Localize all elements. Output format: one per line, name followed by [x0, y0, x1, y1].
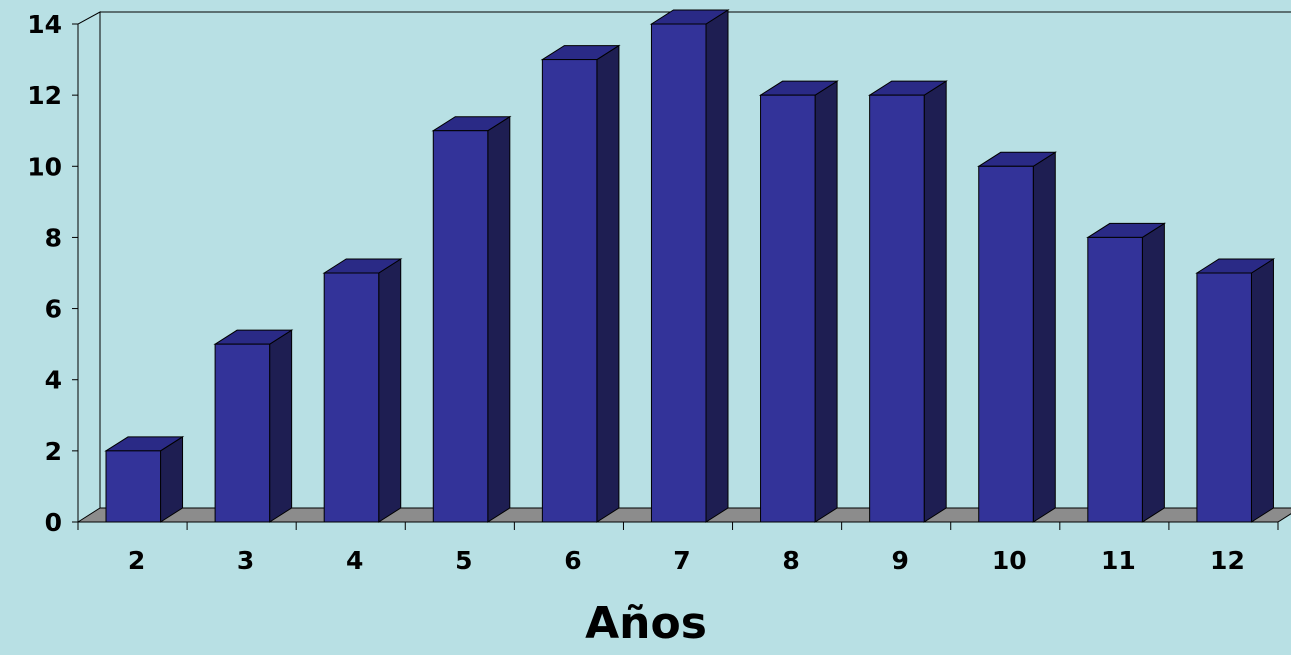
- y-tick-label: 4: [45, 366, 62, 395]
- bar-side: [596, 44, 620, 523]
- y-tick-label: 8: [45, 223, 62, 252]
- bar-side: [923, 80, 947, 523]
- back-wall: [100, 11, 1291, 13]
- bar-front: [760, 94, 816, 523]
- bar-side: [1141, 222, 1165, 523]
- side-wall: [77, 11, 101, 522]
- y-tick-label: 14: [27, 10, 62, 39]
- y-tick-label: 10: [27, 152, 62, 181]
- bar-front: [323, 272, 380, 523]
- bar-front: [432, 130, 489, 523]
- bar-side: [1032, 151, 1056, 523]
- bar: [540, 44, 621, 523]
- y-tick-label: 12: [27, 81, 62, 110]
- x-tick-label: 10: [992, 546, 1027, 575]
- y-axis: 0 2 4 6 8 10 12 14: [27, 10, 79, 537]
- bar-side: [160, 435, 184, 523]
- bar-front: [978, 165, 1034, 523]
- x-axis: 2 3 4 5 6 7 8 9 10 11 12: [77, 521, 1279, 575]
- y-tick-label: 0: [45, 508, 62, 537]
- x-tick-label: 5: [455, 546, 472, 575]
- bar: [104, 435, 185, 523]
- x-tick-label: 8: [782, 546, 799, 575]
- bar-front: [650, 23, 707, 523]
- bar: [322, 258, 403, 523]
- bar-front: [541, 59, 598, 523]
- bar: [867, 80, 948, 523]
- bar-front: [105, 450, 162, 523]
- bar-side: [1250, 258, 1274, 523]
- bar: [649, 9, 730, 523]
- x-tick-label: 2: [128, 546, 145, 575]
- y-tick-label: 6: [45, 295, 62, 324]
- bar-side: [378, 258, 402, 523]
- bar-front: [869, 94, 925, 523]
- bar-front: [1087, 236, 1143, 523]
- x-tick-label: 6: [564, 546, 581, 575]
- x-tick-label: 9: [891, 546, 908, 575]
- bar-side: [487, 115, 511, 523]
- bar: [977, 151, 1057, 523]
- x-tick-label: 11: [1101, 546, 1136, 575]
- x-tick-label: 4: [346, 546, 363, 575]
- bar: [213, 329, 294, 523]
- x-tick-label: 7: [673, 546, 690, 575]
- bar: [1195, 258, 1276, 523]
- bar: [431, 115, 512, 523]
- bar-front: [214, 343, 271, 523]
- bar-front: [1196, 272, 1252, 523]
- x-tick-label: 12: [1210, 546, 1245, 575]
- bars: [104, 9, 1276, 523]
- bar: [1086, 222, 1167, 523]
- bar-side: [269, 329, 293, 523]
- x-tick-label: 3: [237, 546, 254, 575]
- bar-side: [814, 80, 838, 523]
- y-tick-label: 2: [45, 437, 62, 466]
- x-axis-title: Años: [585, 598, 707, 649]
- bar: [758, 80, 839, 523]
- bar-side: [705, 9, 729, 523]
